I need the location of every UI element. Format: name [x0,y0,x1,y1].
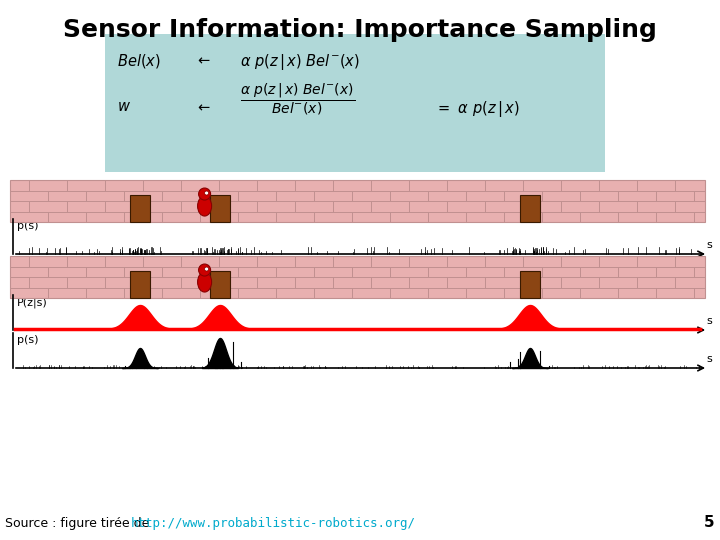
Bar [520,195,540,222]
Text: $Bel(x)$: $Bel(x)$ [117,52,161,70]
Text: s: s [706,316,712,326]
Circle shape [204,191,209,195]
Text: 5: 5 [703,515,714,530]
Text: $\dfrac{\alpha\ p(z\,|\,x)\ Bel^{-}(x)}{Bel^{-}(x)}$: $\dfrac{\alpha\ p(z\,|\,x)\ Bel^{-}(x)}{… [240,82,355,117]
Bar [105,34,605,172]
Text: Source : figure tirée de: Source : figure tirée de [5,517,153,530]
Bar [10,180,705,222]
Bar [130,195,150,222]
Text: s: s [706,354,712,364]
Text: http://www.probabilistic-robotics.org/: http://www.probabilistic-robotics.org/ [131,517,416,530]
Text: s: s [706,240,712,250]
Circle shape [199,188,211,200]
Text: $\alpha\ p(z\,|\,x)\ Bel^{-}(x)$: $\alpha\ p(z\,|\,x)\ Bel^{-}(x)$ [240,52,360,72]
Bar [210,195,230,222]
Ellipse shape [197,272,212,292]
Bar [10,256,705,298]
Text: Sensor Information: Importance Sampling: Sensor Information: Importance Sampling [63,18,657,42]
Bar [520,271,540,298]
Text: $=\ \alpha\ p(z\,|\,x)$: $=\ \alpha\ p(z\,|\,x)$ [435,99,519,119]
Bar [130,271,150,298]
Text: P(z|s): P(z|s) [17,297,48,307]
Text: p(s): p(s) [17,335,38,345]
Text: $\leftarrow$: $\leftarrow$ [195,99,211,114]
Circle shape [204,267,209,271]
Ellipse shape [197,196,212,216]
Circle shape [199,264,211,276]
Text: p(s): p(s) [17,221,38,231]
Text: $\leftarrow$: $\leftarrow$ [195,52,211,67]
Text: $w$: $w$ [117,99,131,114]
Bar [210,271,230,298]
